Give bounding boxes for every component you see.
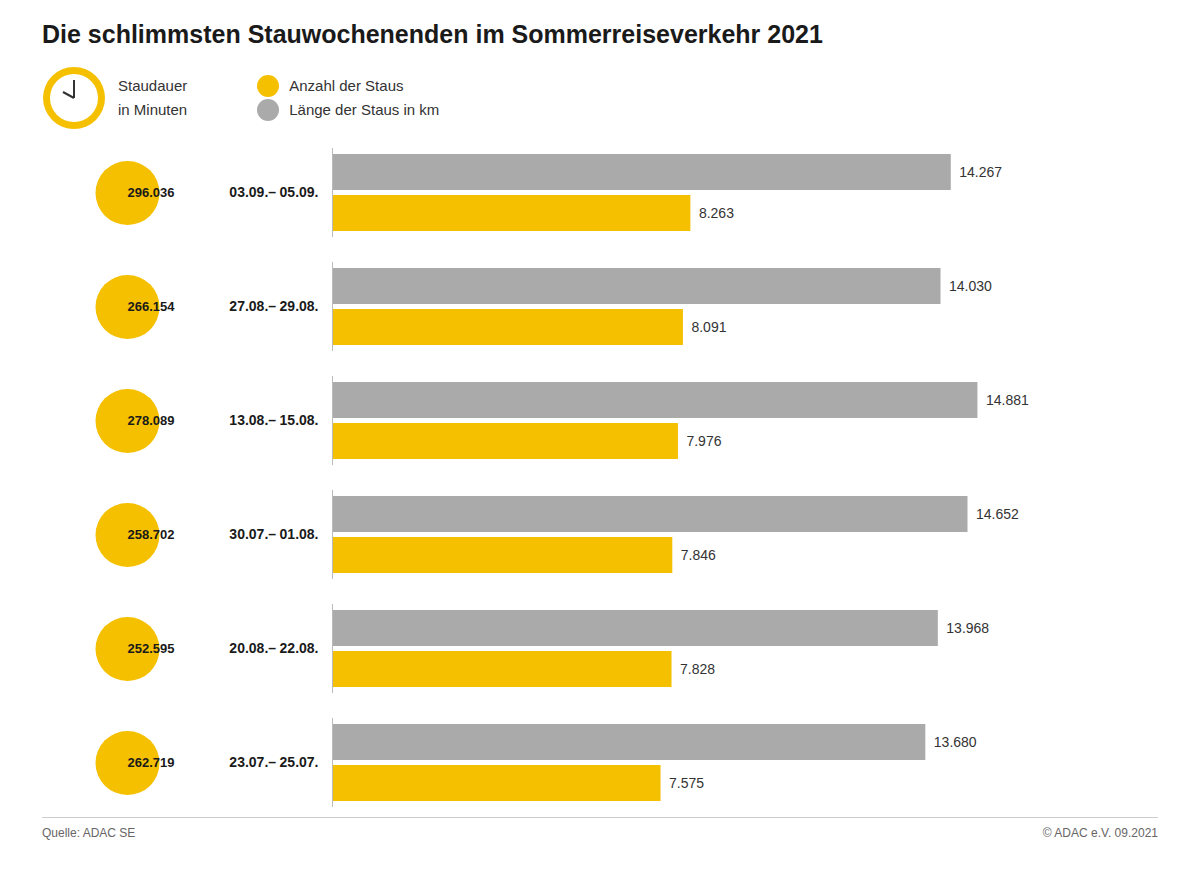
- html-text:Länge der Staus in km: Länge der Staus in km: [289, 101, 440, 118]
- svg-text:7.976: 7.976: [686, 433, 721, 449]
- svg-text:7.828: 7.828: [680, 661, 715, 677]
- svg-text:266.154: 266.154: [128, 299, 176, 314]
- svg-text:278.089: 278.089: [128, 413, 175, 428]
- svg-text:30.07.– 01.08.: 30.07.– 01.08.: [229, 526, 318, 542]
- svg-text:13.08.– 15.08.: 13.08.– 15.08.: [229, 412, 318, 428]
- html-text:Die schlimmsten Stauwochenende: Die schlimmsten Stauwochenenden im Somme…: [42, 20, 823, 48]
- svg-text:13.680: 13.680: [934, 734, 977, 750]
- svg-text:296.036: 296.036: [128, 185, 175, 200]
- svg-text:27.08.– 29.08.: 27.08.– 29.08.: [229, 298, 318, 314]
- svg-text:14.030: 14.030: [949, 278, 992, 294]
- svg-text:7.575: 7.575: [669, 775, 704, 791]
- svg-text:20.08.– 22.08.: 20.08.– 22.08.: [229, 640, 318, 656]
- svg-text:8.091: 8.091: [691, 319, 726, 335]
- svg-text:23.07.– 25.07.: 23.07.– 25.07.: [229, 754, 318, 770]
- svg-text:14.652: 14.652: [976, 506, 1019, 522]
- svg-text:13.968: 13.968: [946, 620, 989, 636]
- svg-text:14.881: 14.881: [986, 392, 1029, 408]
- svg-text:03.09.– 05.09.: 03.09.– 05.09.: [229, 184, 318, 200]
- html-text:Anzahl der Staus: Anzahl der Staus: [289, 77, 404, 94]
- svg-text:8.263: 8.263: [699, 205, 734, 221]
- html-text:Staudauer: Staudauer: [118, 77, 188, 94]
- svg-text:258.702: 258.702: [128, 527, 175, 542]
- svg-text:262.719: 262.719: [128, 755, 175, 770]
- svg-text:252.595: 252.595: [128, 641, 175, 656]
- html-text:in Minuten: in Minuten: [118, 101, 188, 118]
- svg-text:14.267: 14.267: [959, 164, 1002, 180]
- html-text:© ADAC e.V. 09.2021: © ADAC e.V. 09.2021: [1042, 826, 1158, 840]
- html-text:Quelle: ADAC SE: Quelle: ADAC SE: [42, 826, 136, 840]
- svg-text:7.846: 7.846: [681, 547, 716, 563]
